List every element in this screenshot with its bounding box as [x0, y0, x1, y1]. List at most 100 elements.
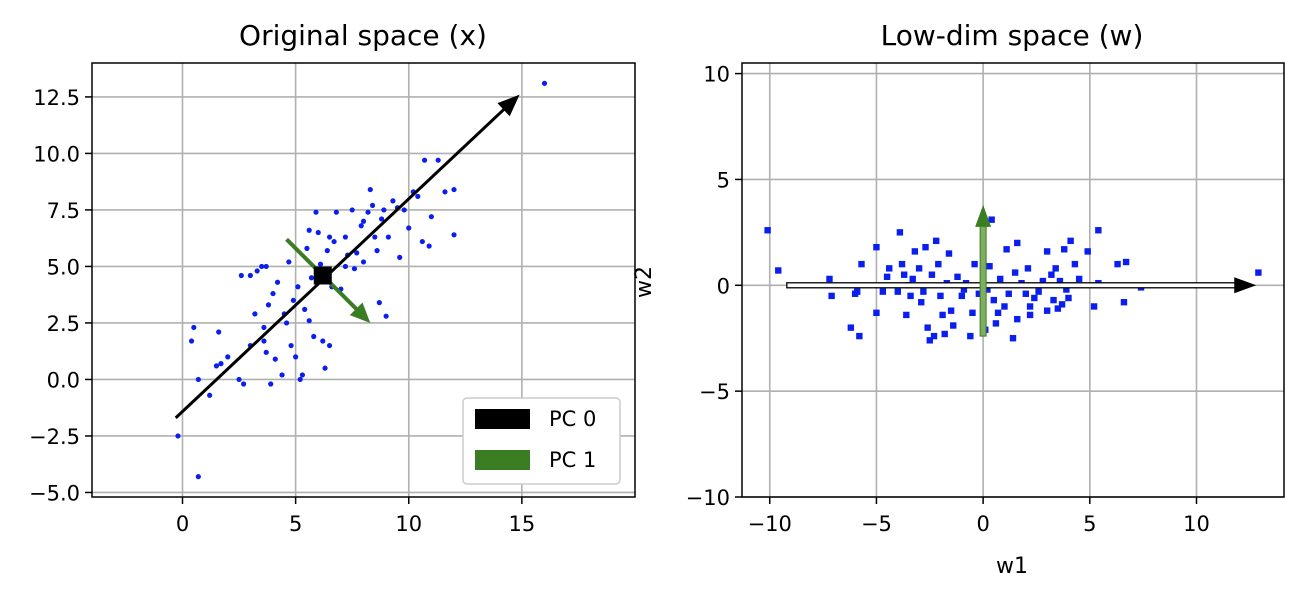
data-point [986, 263, 993, 270]
data-point [435, 157, 441, 163]
pc-arrows [786, 204, 1257, 337]
pc-arrows [174, 94, 520, 419]
data-point [195, 474, 201, 480]
low-dim-space-chart: Low-dim space (w) −10 −5 0 5 10 −10 −5 0 5 10 w1… [632, 19, 1285, 579]
data-point [311, 333, 317, 340]
data-point [286, 259, 292, 265]
data-point [216, 329, 222, 335]
data-point [315, 229, 321, 236]
data-point [317, 261, 324, 267]
data-point [847, 324, 855, 331]
data-point [297, 376, 303, 383]
data-point [442, 189, 448, 195]
data-point [1026, 311, 1034, 319]
pc1-arrow-shaft [979, 224, 987, 337]
data-point [247, 272, 253, 279]
data-point [826, 275, 833, 283]
data-point [1058, 301, 1066, 308]
y-tick-label: 2.5 [47, 312, 80, 336]
data-point [304, 245, 310, 251]
data-point [191, 324, 197, 331]
data-point [236, 376, 242, 383]
data-point [541, 80, 548, 86]
data-point [1114, 260, 1121, 268]
data-point [263, 349, 269, 355]
data-point [451, 186, 457, 193]
data-point [358, 223, 364, 229]
data-point [1054, 305, 1062, 312]
data-point [360, 259, 367, 265]
data-point [283, 320, 290, 326]
y-tick-label: 12.5 [33, 86, 80, 110]
data-point [894, 288, 901, 295]
data-point [195, 376, 201, 383]
data-point [996, 275, 1004, 283]
y-tick-label: −10 [686, 486, 730, 510]
data-point [349, 207, 355, 213]
data-point [1090, 303, 1098, 310]
data-point [941, 330, 948, 338]
data-point [308, 275, 315, 281]
pc0-arrow-shaft [786, 282, 1237, 289]
data-point [950, 322, 957, 329]
data-point [272, 356, 278, 362]
data-point [828, 292, 835, 300]
data-point [1048, 271, 1055, 278]
data-point [873, 243, 880, 251]
data-point [188, 338, 195, 344]
data-point [926, 337, 933, 344]
data-point [879, 288, 887, 295]
data-point [992, 320, 1000, 327]
x-tick-label: 5 [289, 512, 302, 536]
x-tick-label: 10 [395, 512, 422, 536]
pc0-arrow-head [1234, 277, 1257, 294]
data-point [969, 309, 976, 317]
x-tick-label: 0 [176, 512, 189, 536]
data-point [299, 372, 306, 378]
legend: PC 0 PC 1 [462, 397, 621, 485]
data-point [1014, 239, 1021, 247]
data-point [240, 381, 247, 387]
data-point [883, 273, 891, 281]
data-point [1122, 258, 1130, 266]
legend-label-pc0: PC 0 [549, 407, 596, 431]
data-point [858, 260, 865, 268]
data-point [1061, 246, 1068, 253]
data-point [406, 225, 412, 231]
data-point [265, 302, 272, 308]
data-point [326, 342, 333, 349]
data-point [213, 363, 220, 369]
pc1-arrow-head [349, 302, 371, 323]
data-point [351, 266, 358, 272]
data-point [397, 254, 403, 260]
data-point [451, 232, 457, 238]
data-point [896, 229, 904, 236]
data-point [1043, 307, 1051, 314]
data-point [415, 193, 421, 199]
data-point [873, 309, 880, 317]
mean-marker [313, 266, 332, 285]
data-point [907, 292, 914, 300]
data-point [426, 243, 432, 249]
data-point [254, 268, 260, 274]
pc0-arrow-shaft [174, 107, 507, 419]
data-point [1009, 335, 1017, 342]
data-point [1063, 286, 1070, 293]
data-point [764, 227, 771, 234]
data-point [1011, 269, 1019, 276]
data-point [381, 207, 387, 213]
data-point [1065, 294, 1072, 302]
data-point [928, 271, 936, 278]
data-point [372, 234, 378, 240]
data-point [939, 311, 946, 319]
data-point [975, 290, 983, 297]
data-point [1001, 303, 1008, 310]
data-point [920, 288, 927, 295]
y-ticks: −5.0 −2.5 0.0 2.5 5.0 7.5 10.0 12.5 [29, 86, 92, 505]
x-tick-label: 0 [976, 512, 989, 536]
data-point [360, 218, 367, 224]
data-point [1031, 294, 1038, 302]
data-point [324, 248, 330, 254]
data-point [379, 216, 385, 222]
x-tick-label: −10 [748, 512, 792, 536]
